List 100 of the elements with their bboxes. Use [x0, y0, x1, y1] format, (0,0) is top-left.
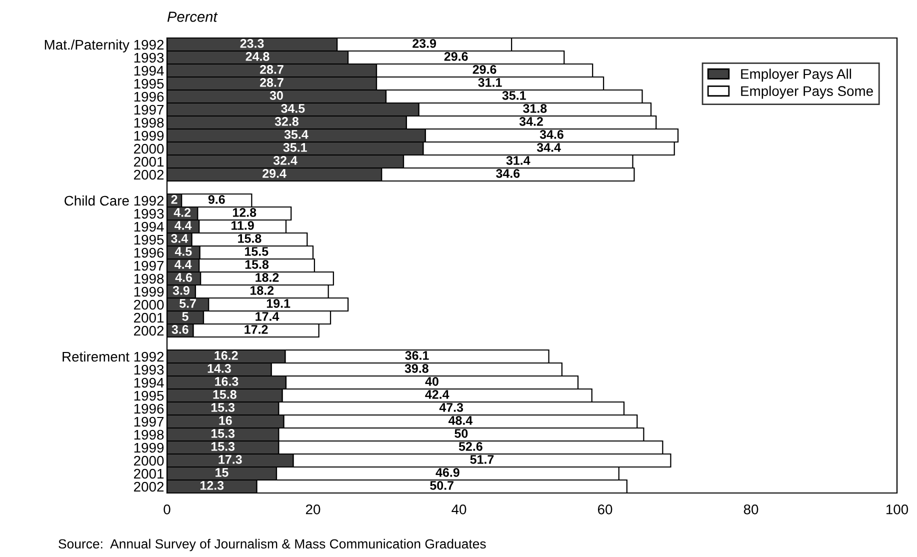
data-label: 3.6 — [172, 325, 188, 334]
data-label: 29.6 — [472, 65, 496, 74]
data-label: 30 — [270, 91, 283, 100]
x-tick-label: 20 — [306, 504, 320, 514]
data-label: 42.4 — [425, 390, 450, 399]
data-label: 36.1 — [405, 351, 429, 360]
data-label: 15.8 — [238, 234, 262, 243]
data-label: 32.4 — [273, 156, 298, 165]
data-label: 4.4 — [174, 221, 192, 230]
y-tick-label: 1993 — [134, 208, 164, 219]
data-label: 9.6 — [208, 195, 225, 204]
y-tick-label: 1994 — [134, 378, 164, 388]
data-label: 39.8 — [404, 364, 428, 373]
data-label: 2 — [171, 195, 178, 204]
data-label: 35.1 — [283, 143, 307, 152]
data-label: 4.6 — [175, 273, 192, 282]
y-tick-label: 1995 — [134, 78, 164, 89]
data-label: 15.3 — [211, 429, 235, 438]
data-label: 5 — [182, 312, 188, 321]
data-label: 50.7 — [430, 481, 454, 490]
data-label: 15.8 — [245, 260, 269, 269]
y-tick-label: 1998 — [134, 430, 164, 440]
y-tick-label: 1998 — [134, 274, 164, 284]
y-tick-label: 2002 — [134, 326, 164, 336]
data-label: 28.7 — [260, 65, 284, 74]
data-label: 12.8 — [233, 208, 256, 217]
y-tick-label: 1999 — [134, 130, 164, 141]
data-label: 23.9 — [412, 39, 436, 48]
data-label: 52.6 — [458, 442, 482, 451]
y-tick-label: 2000 — [134, 144, 164, 154]
y-tick-label: 2000 — [134, 456, 164, 466]
data-label: 34.6 — [496, 169, 520, 178]
y-tick-label: Mat./Paternity 1992 — [44, 39, 164, 52]
data-label: 34.2 — [519, 117, 543, 126]
legend-label: Employer Pays All — [741, 68, 852, 82]
chart-title: Percent — [167, 12, 218, 22]
y-tick-label: 1998 — [134, 118, 164, 128]
data-label: 29.6 — [444, 52, 468, 61]
data-label: 18.2 — [250, 286, 274, 295]
y-tick-label: 1993 — [134, 364, 164, 375]
y-tick-label: 2000 — [134, 300, 164, 310]
data-label: 15.8 — [213, 390, 236, 399]
x-tick-label: 100 — [886, 504, 908, 514]
x-tick-label: 80 — [744, 504, 758, 514]
data-label: 4.5 — [174, 247, 192, 256]
data-label: 34.6 — [540, 130, 564, 139]
data-label: 3.4 — [171, 234, 188, 243]
y-tick-label: 2002 — [134, 482, 164, 492]
x-tick-label: 60 — [598, 504, 612, 514]
y-tick-label: 1997 — [134, 260, 164, 271]
data-label: 17.3 — [218, 455, 242, 464]
y-tick-label: Retirement 1992 — [62, 351, 164, 362]
data-label: 28.7 — [260, 78, 284, 87]
data-label: 15.3 — [211, 442, 235, 451]
y-tick-label: 1993 — [134, 52, 164, 63]
data-label: 16 — [219, 416, 232, 425]
data-label: 19.1 — [266, 299, 290, 308]
y-tick-label: 2001 — [134, 468, 164, 479]
data-label: 29.4 — [262, 169, 286, 178]
data-label: 3.9 — [172, 286, 190, 295]
data-label: 48.4 — [448, 416, 473, 425]
data-label: 35.1 — [502, 91, 526, 100]
data-label: 34.4 — [536, 143, 561, 152]
x-tick-label: 40 — [452, 504, 466, 514]
y-tick-label: 1994 — [134, 66, 164, 76]
data-label: 11.9 — [232, 221, 254, 230]
data-label: 18.2 — [256, 273, 279, 282]
data-label: 31.4 — [506, 156, 530, 165]
y-tick-label: 2002 — [134, 170, 164, 180]
y-tick-label: 1996 — [134, 248, 164, 258]
data-label: 15.5 — [245, 247, 268, 256]
data-label: 40 — [425, 377, 438, 386]
y-tick-label: 1997 — [134, 104, 164, 115]
y-tick-label: 1994 — [134, 222, 164, 232]
data-label: 5.7 — [180, 299, 196, 308]
data-label: 14.3 — [208, 364, 231, 373]
data-label: 46.9 — [436, 468, 460, 477]
y-tick-label: 1999 — [134, 286, 164, 297]
legend-label: Employer Pays Some — [741, 86, 873, 99]
y-tick-label: Child Care 1992 — [64, 195, 164, 206]
data-label: 16.3 — [215, 377, 238, 386]
data-label: 15 — [216, 468, 228, 477]
data-label: 47.3 — [439, 403, 464, 412]
y-tick-label: 1995 — [134, 390, 164, 401]
data-label: 17.4 — [256, 312, 280, 321]
y-tick-label: 2001 — [134, 156, 164, 167]
y-tick-label: 1997 — [134, 416, 164, 427]
data-label: 32.8 — [274, 117, 298, 126]
data-label: 31.1 — [478, 78, 502, 87]
data-label: 15.3 — [211, 403, 235, 412]
y-tick-label: 2001 — [134, 312, 164, 323]
data-label: 24.8 — [246, 52, 270, 61]
data-label: 31.8 — [523, 104, 547, 113]
data-label: 50 — [454, 429, 468, 438]
data-label: 17.2 — [244, 325, 268, 334]
data-label: 4.4 — [174, 260, 192, 269]
y-tick-label: 1995 — [134, 234, 164, 245]
data-label: 16.2 — [214, 351, 238, 360]
data-label: 51.7 — [470, 455, 494, 464]
y-tick-label: 1999 — [134, 442, 164, 453]
